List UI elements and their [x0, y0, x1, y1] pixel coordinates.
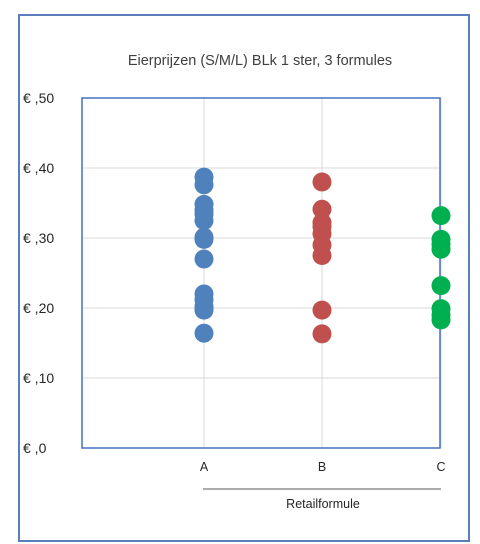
data-point-C	[431, 239, 451, 259]
data-point-A	[194, 300, 214, 320]
data-point-A	[194, 323, 214, 343]
chart-title: Eierprijzen (S/M/L) BLk 1 ster, 3 formul…	[128, 53, 392, 69]
gridlines	[82, 98, 442, 448]
x-axis-tick-labels: A B C	[200, 460, 446, 474]
data-point-A	[194, 175, 214, 195]
data-point-B	[312, 172, 332, 192]
y-tick-label: € ,10	[23, 370, 54, 386]
y-tick-label: € ,20	[23, 300, 54, 316]
scatter-chart: Eierprijzen (S/M/L) BLk 1 ster, 3 formul…	[23, 53, 451, 511]
y-axis-tick-labels: € ,0 € ,10 € ,20 € ,30 € ,40 € ,50	[23, 90, 54, 456]
y-tick-label: € ,40	[23, 160, 54, 176]
data-point-B	[312, 300, 332, 320]
data-point-C	[431, 206, 451, 226]
y-tick-label: € ,30	[23, 230, 54, 246]
chart-frame: Eierprijzen (S/M/L) BLk 1 ster, 3 formul…	[18, 14, 470, 542]
data-point-B	[312, 199, 332, 219]
data-point-A	[194, 229, 214, 249]
data-point-C	[431, 276, 451, 296]
x-tick-label-A: A	[200, 460, 209, 474]
data-point-B	[312, 246, 332, 265]
x-axis-title: Retailformule	[286, 497, 360, 511]
x-tick-label-B: B	[318, 460, 326, 474]
y-tick-label: € ,0	[23, 440, 47, 456]
x-tick-label-C: C	[436, 460, 445, 474]
data-point-B	[312, 324, 332, 344]
data-point-A	[194, 249, 214, 269]
data-points	[194, 167, 451, 344]
plot-area-border	[81, 97, 441, 449]
y-tick-label: € ,50	[23, 90, 54, 106]
data-point-C	[431, 310, 451, 330]
data-point-A	[194, 211, 214, 230]
